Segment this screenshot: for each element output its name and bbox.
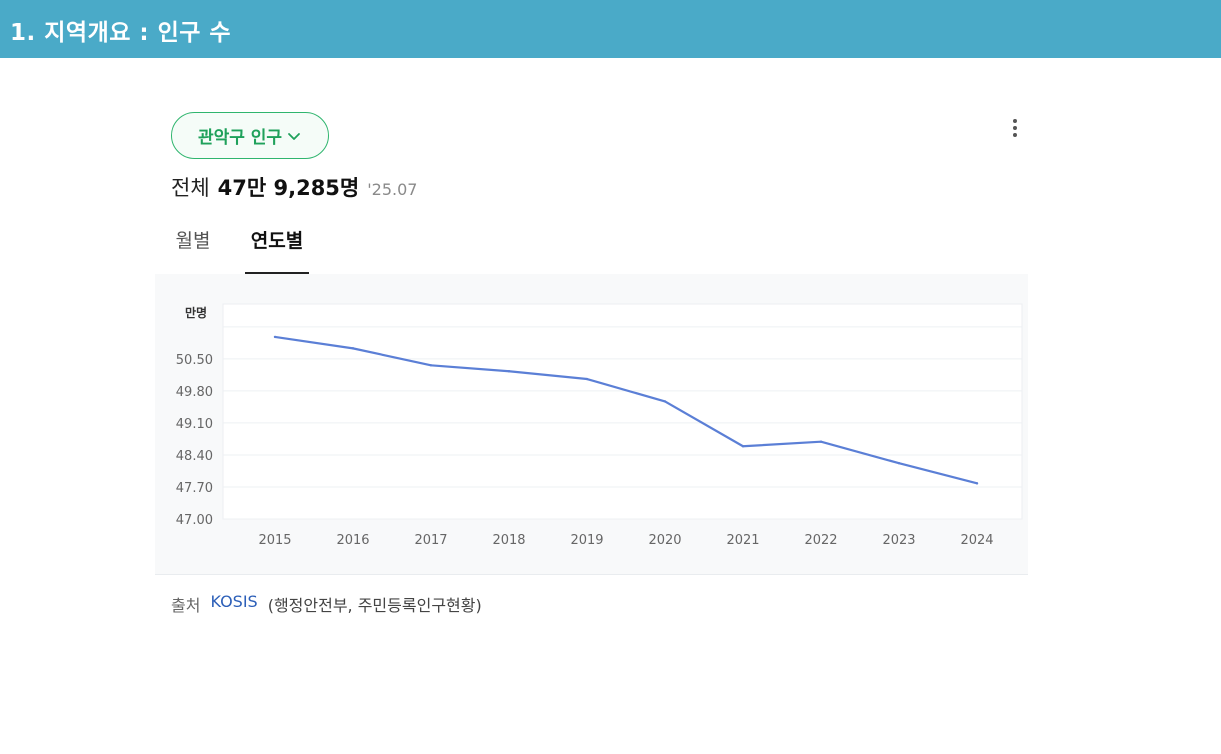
x-tick-label: 2021 [726, 533, 759, 548]
data-point [819, 440, 823, 443]
data-point [741, 445, 745, 448]
chevron-down-icon [288, 132, 300, 140]
source-note: (행정안전부, 주민등록인구현황) [267, 596, 482, 615]
line-chart: 47.00 47.70 48.40 49.10 49.80 50.50 만명 2015 2016… [176, 303, 1023, 548]
data-point [663, 400, 667, 403]
summary-date: '25.07 [367, 180, 418, 199]
data-point [897, 461, 901, 465]
more-options-button[interactable] [1003, 116, 1027, 140]
source-line: 출처 KOSIS (행정안전부, 주민등록인구현황) [171, 592, 482, 616]
y-tick-label: 49.80 [176, 385, 213, 400]
y-tick-label: 47.70 [176, 481, 213, 496]
series-line [273, 335, 979, 485]
y-tick-label: 47.00 [176, 513, 213, 528]
tab-yearly[interactable]: 연도별 [245, 226, 309, 274]
page-title: 1. 지역개요 : 인구 수 [10, 20, 232, 46]
summary-value: 47만 9,285명 [217, 176, 360, 200]
region-select-label: 관악구 인구 [197, 128, 283, 148]
header-banner: 1. 지역개요 : 인구 수 [0, 0, 1221, 58]
data-point [273, 335, 277, 339]
x-tick-label: 2022 [804, 533, 837, 548]
x-tick-label: 2017 [414, 533, 447, 548]
source-link[interactable]: KOSIS [210, 592, 258, 611]
x-tick-label: 2016 [336, 533, 369, 548]
period-tabs: 월별 연도별 [155, 222, 1028, 275]
data-point [351, 347, 355, 350]
y-tick-label: 50.50 [176, 353, 213, 368]
plot-area [222, 303, 1023, 520]
region-select-button[interactable]: 관악구 인구 [171, 112, 329, 159]
population-summary: 전체 47만 9,285명 '25.07 [171, 172, 417, 202]
x-tick-label: 2018 [492, 533, 525, 548]
tab-monthly[interactable]: 월별 [175, 230, 211, 252]
x-tick-label: 2020 [648, 533, 681, 548]
y-axis-label: 만명 [185, 305, 207, 320]
x-tick-label: 2024 [960, 533, 993, 548]
source-label: 출처 [171, 596, 201, 615]
population-chart: 47.00 47.70 48.40 49.10 49.80 50.50 만명 2015 2016… [155, 274, 1028, 575]
x-tick-label: 2019 [570, 533, 603, 548]
y-tick-label: 49.10 [176, 417, 213, 432]
data-point [975, 482, 979, 485]
data-point [507, 370, 511, 373]
more-vertical-icon [1013, 119, 1017, 137]
x-tick-label: 2023 [882, 533, 915, 548]
summary-label: 전체 [171, 176, 210, 200]
y-tick-label: 48.40 [176, 449, 213, 464]
data-point [429, 364, 433, 367]
population-widget: 관악구 인구 전체 47만 9,285명 '25.07 월별 연도별 47.00… [155, 96, 1028, 636]
x-tick-label: 2015 [258, 533, 291, 548]
data-point [585, 377, 589, 381]
